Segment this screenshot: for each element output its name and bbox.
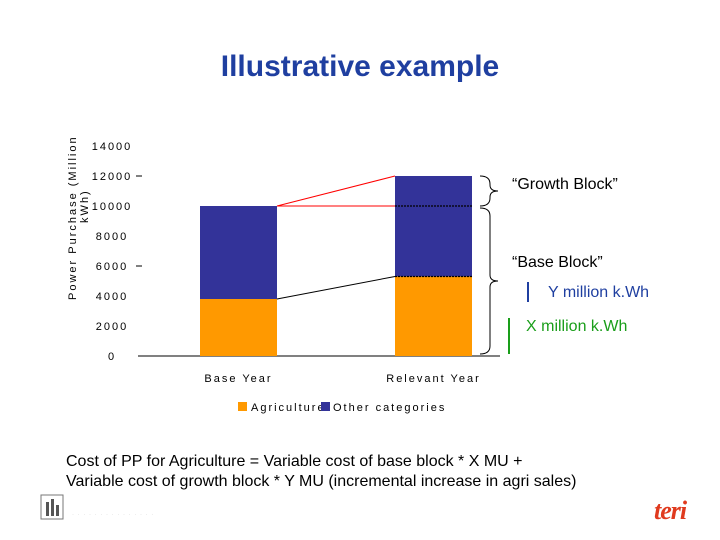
formula-line-2: Variable cost of growth block * Y MU (in… [66,473,577,490]
formula-line-1: Cost of PP for Agriculture = Variable co… [66,453,523,470]
y-tick-label: 4000 [96,291,128,303]
legend-label-agriculture: Agriculture [251,402,326,414]
x-million-kwh-label: X million k.Wh [526,318,628,335]
teri-logo: teri [654,496,687,525]
bar-0-series-0 [200,299,277,356]
y-tick-label: 8000 [96,231,128,243]
y-tick-label: 10000 [92,201,133,213]
y-tick-label: 6000 [96,261,128,273]
bar-1-series-0 [395,276,472,356]
y-tick-label: 14000 [92,141,133,153]
base-block-bracket [479,207,499,355]
x-tick-label: Relevant Year [386,373,481,385]
y-million-kwh-label: Y million k.Wh [548,284,650,301]
organization-logo-icon [40,494,64,520]
growth-block-label: “Growth Block” [512,176,618,193]
formula-text: Cost of PP for Agriculture = Variable co… [66,452,706,492]
bar-0-series-1 [200,206,277,299]
growth-connector-line [276,175,396,207]
x-tick-label: Base Year [204,373,272,385]
agriculture-connector-line [276,276,396,300]
bar-1-series-1 [395,176,472,277]
y-tick-label: 12000 [92,171,133,183]
y-tick-label: 0 [108,351,116,363]
y-axis-label: Power Purchase (Million kWh) [67,135,91,300]
legend-label-other: Other categories [333,402,446,414]
footer-watermark: · · · · · · · · · · · · · · · [72,512,155,518]
slide-title: Illustrative example [220,50,500,83]
legend-swatch-other [321,402,330,411]
growth-block-bracket [479,175,499,207]
legend-swatch-agriculture [238,402,247,411]
y-tick-label: 2000 [96,321,128,333]
base-block-label: “Base Block” [512,254,603,271]
